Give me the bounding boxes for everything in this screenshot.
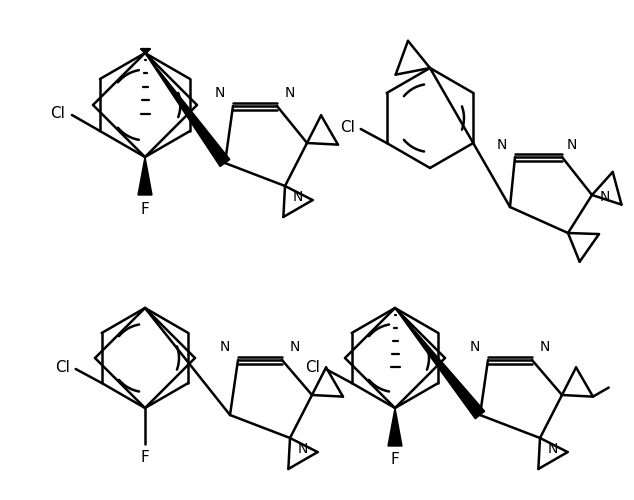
Text: F: F: [391, 452, 399, 468]
Text: N: N: [290, 340, 301, 354]
Text: Cl: Cl: [305, 360, 320, 374]
Text: N: N: [540, 340, 550, 354]
Text: N: N: [219, 340, 230, 354]
Text: F: F: [141, 202, 150, 216]
Text: N: N: [470, 340, 480, 354]
Text: N: N: [567, 138, 578, 152]
Text: N: N: [600, 190, 611, 204]
Text: N: N: [215, 86, 225, 100]
Text: N: N: [285, 86, 295, 100]
Polygon shape: [138, 157, 152, 195]
Text: N: N: [548, 442, 559, 456]
Text: N: N: [298, 442, 308, 456]
Polygon shape: [145, 53, 230, 166]
Text: Cl: Cl: [340, 120, 355, 134]
Polygon shape: [388, 408, 402, 446]
Text: Cl: Cl: [51, 106, 65, 120]
Text: Cl: Cl: [55, 360, 70, 374]
Text: N: N: [293, 190, 304, 204]
Text: F: F: [141, 450, 150, 466]
Text: N: N: [496, 138, 507, 152]
Polygon shape: [395, 308, 485, 418]
